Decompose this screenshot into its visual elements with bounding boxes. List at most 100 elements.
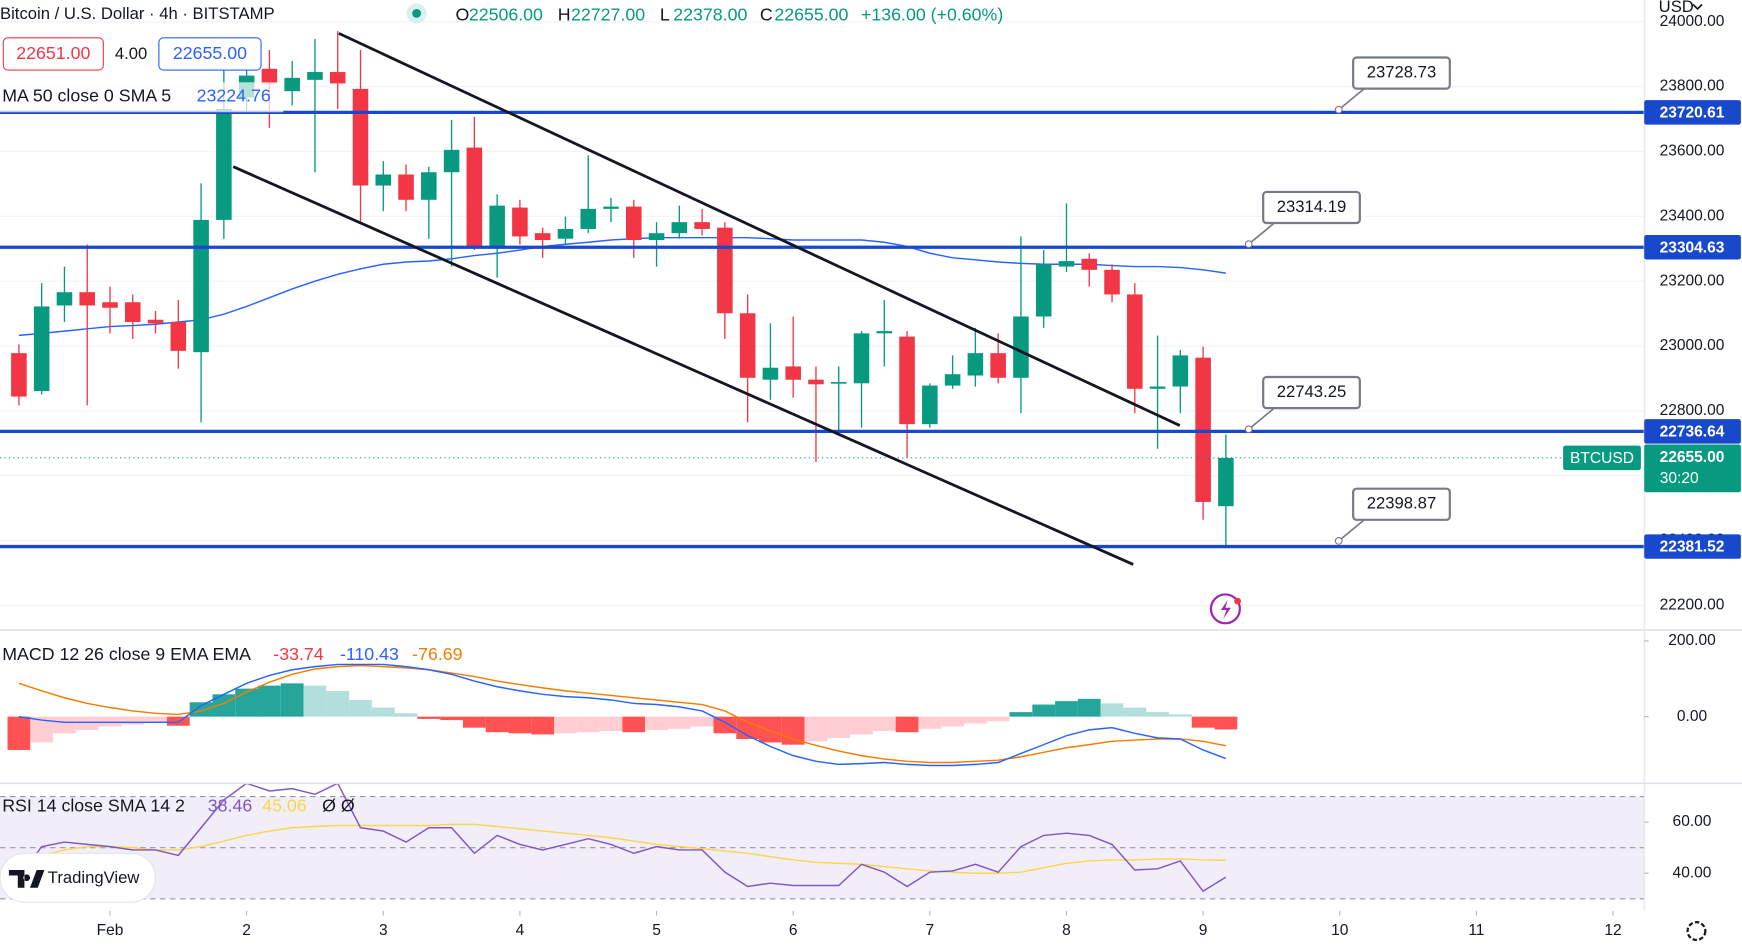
macd-histogram-bar <box>531 716 555 735</box>
macd-histogram-bar <box>508 716 532 734</box>
macd-histogram-bar <box>622 716 646 733</box>
macd-histogram-bar <box>258 685 281 717</box>
macd-histogram-bar <box>1123 707 1147 717</box>
price-change: +136.00 (+0.60%) <box>861 4 1003 24</box>
candle-body <box>1172 355 1189 387</box>
callout-pointer <box>1248 222 1275 245</box>
level-axis-tag <box>1644 534 1741 559</box>
logo-badge[interactable] <box>0 852 157 903</box>
macd-histogram-bar <box>1214 716 1238 730</box>
ohlc-key: C <box>760 4 773 24</box>
candle-body <box>124 302 141 323</box>
macd-hist-value: -33.74 <box>273 644 323 664</box>
rsi-sma-line <box>18 823 1226 875</box>
macd-histogram-bar <box>713 716 737 734</box>
candle-body <box>990 353 1006 378</box>
y-tick-label: 22200.00 <box>1660 596 1725 613</box>
candle-body <box>1104 269 1120 295</box>
y-tick-label: 60.00 <box>1673 813 1712 830</box>
macd-histogram-bar <box>827 716 851 738</box>
macd-line <box>18 663 1227 767</box>
macd-histogram-bar <box>1146 712 1169 717</box>
macd-signal-value: -76.69 <box>412 644 462 664</box>
macd-signal-line <box>18 664 1226 764</box>
macd-histogram-bar <box>895 716 919 733</box>
rsi-extra: Ø Ø <box>322 795 355 815</box>
macd-histogram-bar <box>326 690 350 717</box>
overlay-layer: 22200.0022400.0022600.0022800.0023000.00… <box>97 13 1741 939</box>
macd-histogram-bar <box>1032 704 1056 717</box>
ohlc-value: 22727.00 <box>571 4 645 24</box>
callout-pointer <box>1338 87 1365 111</box>
macd-histogram-bar <box>986 716 1010 722</box>
macd-histogram-bar <box>462 716 486 728</box>
candle-body <box>170 322 187 351</box>
ohlc-value: 22378.00 <box>673 4 747 24</box>
currency[interactable]: USD <box>1659 0 1694 16</box>
candle-body <box>147 319 164 324</box>
macd-histogram-bar <box>1009 712 1033 717</box>
callout-label: 23314.19 <box>1277 197 1346 216</box>
channel-upper[interactable] <box>338 32 1181 427</box>
indicator-value: 23224.76 <box>197 85 271 105</box>
candle-body <box>1218 457 1234 507</box>
macd-histogram-bar <box>804 716 828 742</box>
macd-histogram-bar <box>121 716 145 725</box>
last-price-tag <box>1644 444 1741 493</box>
x-tick-label: 6 <box>789 922 798 939</box>
symbol-title[interactable]: Bitcoin / U.S. Dollar · 4h · BITSTAMP <box>0 4 275 23</box>
ask-price[interactable]: 22655.00 <box>173 43 247 63</box>
candle-body <box>626 206 642 240</box>
candle-body <box>922 385 938 425</box>
candle-body <box>307 72 323 80</box>
candle-body <box>261 68 278 84</box>
candle-body <box>1013 316 1029 378</box>
x-tick-label: 12 <box>1604 922 1621 939</box>
candle-body <box>534 233 551 240</box>
macd-histogram-bar <box>850 716 873 735</box>
macd-histogram-bar <box>963 716 987 724</box>
y-tick-label: 23600.00 <box>1660 143 1725 160</box>
y-tick-label: 24000.00 <box>1660 13 1725 30</box>
y-tick-label: 23800.00 <box>1660 78 1725 95</box>
macd-histogram-bar <box>53 716 76 734</box>
callout-box <box>1262 375 1361 410</box>
callout-pointer <box>1248 407 1275 430</box>
last-price-label: 22655.00 <box>1660 449 1725 466</box>
candle-body <box>944 374 961 386</box>
candle-body <box>193 219 209 353</box>
indicator-title[interactable]: MA 50 close 0 SMA 5 <box>2 85 171 105</box>
alert-dot <box>1234 597 1241 605</box>
macd-histogram-bar <box>303 685 327 717</box>
plot-layer: 23728.73 23314.19 22743.25 22398.87 <box>0 21 1645 900</box>
currency-caret[interactable] <box>1692 3 1703 11</box>
logo-text[interactable]: TradingView <box>48 868 141 887</box>
macd-histogram-bar <box>7 716 31 750</box>
legend-background <box>0 82 284 113</box>
rsi-title[interactable]: RSI 14 close SMA 14 2 <box>2 795 185 815</box>
settings-icon[interactable] <box>1686 921 1707 942</box>
candle-body <box>1127 294 1143 389</box>
candle-body <box>443 149 460 173</box>
macd-histogram-bar <box>736 716 760 739</box>
buy-button[interactable] <box>158 37 262 71</box>
ohlc-value: 22655.00 <box>774 4 848 24</box>
y-tick-label: 40.00 <box>1673 864 1712 881</box>
candle-body <box>33 306 50 392</box>
ohlc-key: H <box>558 4 571 24</box>
bid-price[interactable]: 22651.00 <box>16 43 90 63</box>
callout-box <box>1352 56 1451 90</box>
candle-body <box>1035 264 1052 317</box>
callout-anchor <box>1334 105 1343 114</box>
callout-label: 23728.73 <box>1367 62 1436 81</box>
sell-button[interactable] <box>2 37 104 71</box>
candle-body <box>216 108 232 220</box>
candle-body <box>56 292 73 306</box>
ma-line <box>18 236 1226 337</box>
channel-lower[interactable] <box>232 165 1134 566</box>
macd-histogram-bar <box>667 716 691 729</box>
macd-title[interactable]: MACD 12 26 close 9 EMA EMA <box>2 644 251 664</box>
y-tick-label: 200.00 <box>1668 632 1716 649</box>
